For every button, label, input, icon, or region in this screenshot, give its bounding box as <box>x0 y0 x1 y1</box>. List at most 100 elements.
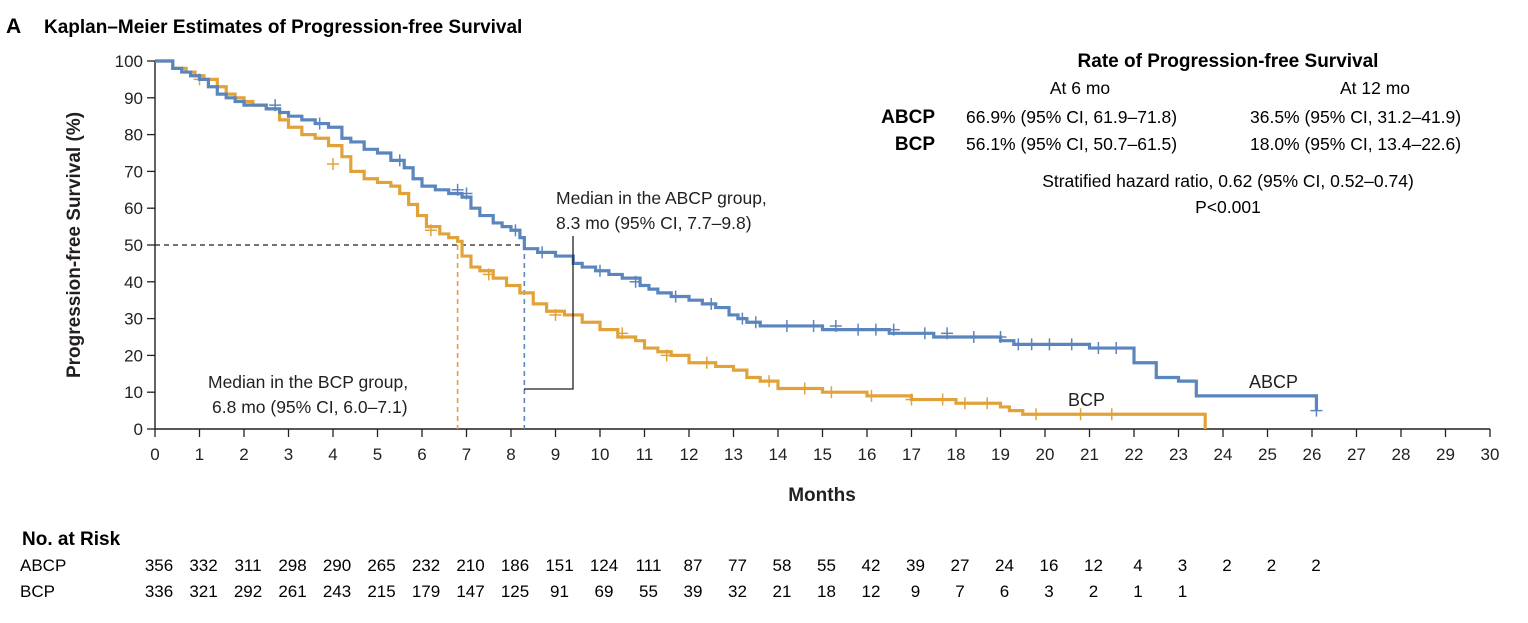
x-tick-label: 5 <box>373 445 382 464</box>
risk-value-abcp: 3 <box>1178 556 1187 575</box>
bcp-median-label-line2: 6.8 mo (95% CI, 6.0–7.1) <box>212 397 408 417</box>
risk-value-bcp: 292 <box>234 582 262 601</box>
series-label-bcp: BCP <box>1068 390 1105 410</box>
risk-value-abcp: 16 <box>1040 556 1059 575</box>
risk-value-abcp: 232 <box>412 556 440 575</box>
x-tick-label: 11 <box>636 445 654 464</box>
risk-value-abcp: 12 <box>1084 556 1103 575</box>
risk-value-abcp: 151 <box>545 556 573 575</box>
rate-col-header-6mo: At 6 mo <box>1050 78 1110 98</box>
x-tick-label: 27 <box>1347 445 1366 464</box>
x-tick-label: 26 <box>1303 445 1322 464</box>
rate-col-header-12mo: At 12 mo <box>1340 78 1410 98</box>
x-tick-label: 29 <box>1436 445 1455 464</box>
x-tick-label: 23 <box>1169 445 1188 464</box>
risk-value-bcp: 91 <box>550 582 569 601</box>
x-tick-label: 0 <box>150 445 159 464</box>
x-tick-label: 21 <box>1080 445 1099 464</box>
x-tick-label: 19 <box>991 445 1010 464</box>
risk-value-abcp: 356 <box>145 556 173 575</box>
x-tick-label: 22 <box>1125 445 1144 464</box>
x-tick-label: 24 <box>1214 445 1233 464</box>
rate-bcp-12mo: 18.0% (95% CI, 13.4–22.6) <box>1250 134 1461 154</box>
x-tick-label: 14 <box>769 445 788 464</box>
x-tick-label: 18 <box>947 445 966 464</box>
risk-value-abcp: 42 <box>862 556 881 575</box>
risk-value-bcp: 179 <box>412 582 440 601</box>
x-tick-label: 1 <box>195 445 204 464</box>
risk-value-abcp: 111 <box>636 556 662 575</box>
y-tick-label: 0 <box>134 420 143 439</box>
risk-value-bcp: 1 <box>1133 582 1142 601</box>
x-tick-label: 20 <box>1036 445 1055 464</box>
y-tick-label: 40 <box>124 273 143 292</box>
x-tick-label: 6 <box>417 445 426 464</box>
risk-row-label-abcp: ABCP <box>20 556 66 575</box>
survival-curves <box>155 59 1323 429</box>
panel-letter: A <box>6 15 21 38</box>
y-tick-label: 50 <box>124 236 143 255</box>
risk-value-abcp: 39 <box>906 556 925 575</box>
x-tick-label: 9 <box>551 445 560 464</box>
risk-value-abcp: 2 <box>1222 556 1231 575</box>
risk-value-abcp: 4 <box>1133 556 1142 575</box>
rate-table: Rate of Progression-free Survival At 6 m… <box>881 51 1461 217</box>
x-axis-title: Months <box>788 485 856 506</box>
x-tick-label: 28 <box>1392 445 1411 464</box>
risk-value-abcp: 290 <box>323 556 351 575</box>
risk-value-abcp: 265 <box>367 556 395 575</box>
risk-value-bcp: 69 <box>595 582 614 601</box>
bcp-median-label-line1: Median in the BCP group, <box>208 372 408 392</box>
y-tick-label: 70 <box>124 162 143 181</box>
y-axis-title: Progression-free Survival (%) <box>64 112 85 378</box>
x-tick-label: 17 <box>902 445 921 464</box>
x-tick-label: 7 <box>462 445 471 464</box>
p-value: P<0.001 <box>1195 197 1261 217</box>
rate-bcp-6mo: 56.1% (95% CI, 50.7–61.5) <box>966 134 1177 154</box>
x-tick-label: 30 <box>1481 445 1500 464</box>
x-tick-label: 2 <box>239 445 248 464</box>
risk-value-bcp: 261 <box>278 582 306 601</box>
risk-value-bcp: 321 <box>189 582 217 601</box>
risk-value-bcp: 2 <box>1089 582 1098 601</box>
risk-value-bcp: 125 <box>501 582 529 601</box>
risk-value-abcp: 24 <box>995 556 1014 575</box>
risk-value-abcp: 186 <box>501 556 529 575</box>
rate-row-label-abcp: ABCP <box>881 107 935 128</box>
risk-value-bcp: 21 <box>773 582 792 601</box>
risk-value-bcp: 32 <box>728 582 747 601</box>
risk-value-bcp: 336 <box>145 582 173 601</box>
y-tick-label: 30 <box>124 310 143 329</box>
abcp-median-annotation: Median in the ABCP group, 8.3 mo (95% CI… <box>556 188 767 233</box>
x-tick-label: 8 <box>506 445 515 464</box>
risk-value-bcp: 18 <box>817 582 836 601</box>
risk-row-label-bcp: BCP <box>20 582 55 601</box>
risk-value-bcp: 3 <box>1044 582 1053 601</box>
risk-value-bcp: 7 <box>955 582 964 601</box>
series-label-abcp: ABCP <box>1249 372 1298 392</box>
risk-table-title: No. at Risk <box>22 529 121 550</box>
risk-value-bcp: 147 <box>456 582 484 601</box>
risk-value-abcp: 311 <box>234 556 261 575</box>
risk-value-abcp: 2 <box>1267 556 1276 575</box>
x-tick-label: 25 <box>1258 445 1277 464</box>
risk-value-abcp: 210 <box>456 556 484 575</box>
rate-abcp-6mo: 66.9% (95% CI, 61.9–71.8) <box>966 107 1177 127</box>
y-tick-label: 80 <box>124 126 143 145</box>
risk-value-abcp: 332 <box>189 556 217 575</box>
y-tick-label: 100 <box>115 52 143 71</box>
rate-table-title: Rate of Progression-free Survival <box>1078 51 1379 72</box>
abcp-median-leader-line <box>524 236 574 390</box>
risk-value-bcp: 6 <box>1000 582 1009 601</box>
x-tick-label: 13 <box>724 445 743 464</box>
abcp-median-label-line2: 8.3 mo (95% CI, 7.7–9.8) <box>556 213 752 233</box>
risk-value-abcp: 87 <box>684 556 703 575</box>
x-tick-label: 15 <box>813 445 832 464</box>
x-tick-label: 16 <box>858 445 877 464</box>
risk-value-abcp: 2 <box>1311 556 1320 575</box>
risk-value-abcp: 58 <box>773 556 792 575</box>
risk-values: 356 332 311 298 290 265 232 210 186 151 124 111 87 77… <box>145 556 1321 601</box>
risk-value-bcp: 1 <box>1178 582 1187 601</box>
